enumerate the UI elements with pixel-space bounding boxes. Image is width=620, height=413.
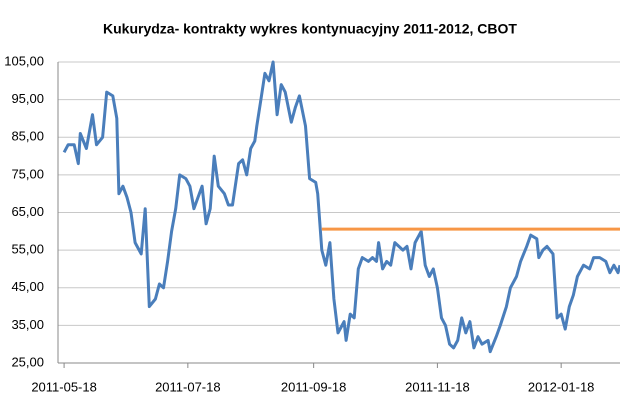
y-tick-label: 65,00 [11, 204, 44, 219]
x-tick-label: 2011-11-18 [405, 379, 470, 394]
y-tick-label: 55,00 [11, 242, 44, 257]
y-tick-label: 105,00 [4, 53, 44, 68]
x-tick-label: 2011-05-18 [31, 379, 97, 394]
y-tick-label: 35,00 [11, 317, 44, 332]
y-tick-label: 45,00 [11, 279, 44, 294]
y-tick-label: 25,00 [11, 354, 44, 369]
x-tick-label: 2011-09-18 [281, 379, 347, 394]
x-tick-label: 2011-07-18 [155, 379, 221, 394]
x-tick-label: 2012-01-18 [528, 379, 595, 394]
chart-title: Kukurydza- kontrakty wykres kontynuacyjn… [103, 21, 517, 37]
y-tick-label: 85,00 [11, 129, 44, 144]
series-line [62, 60, 620, 354]
y-tick-label: 75,00 [11, 166, 44, 181]
y-tick-label: 95,00 [11, 91, 44, 106]
